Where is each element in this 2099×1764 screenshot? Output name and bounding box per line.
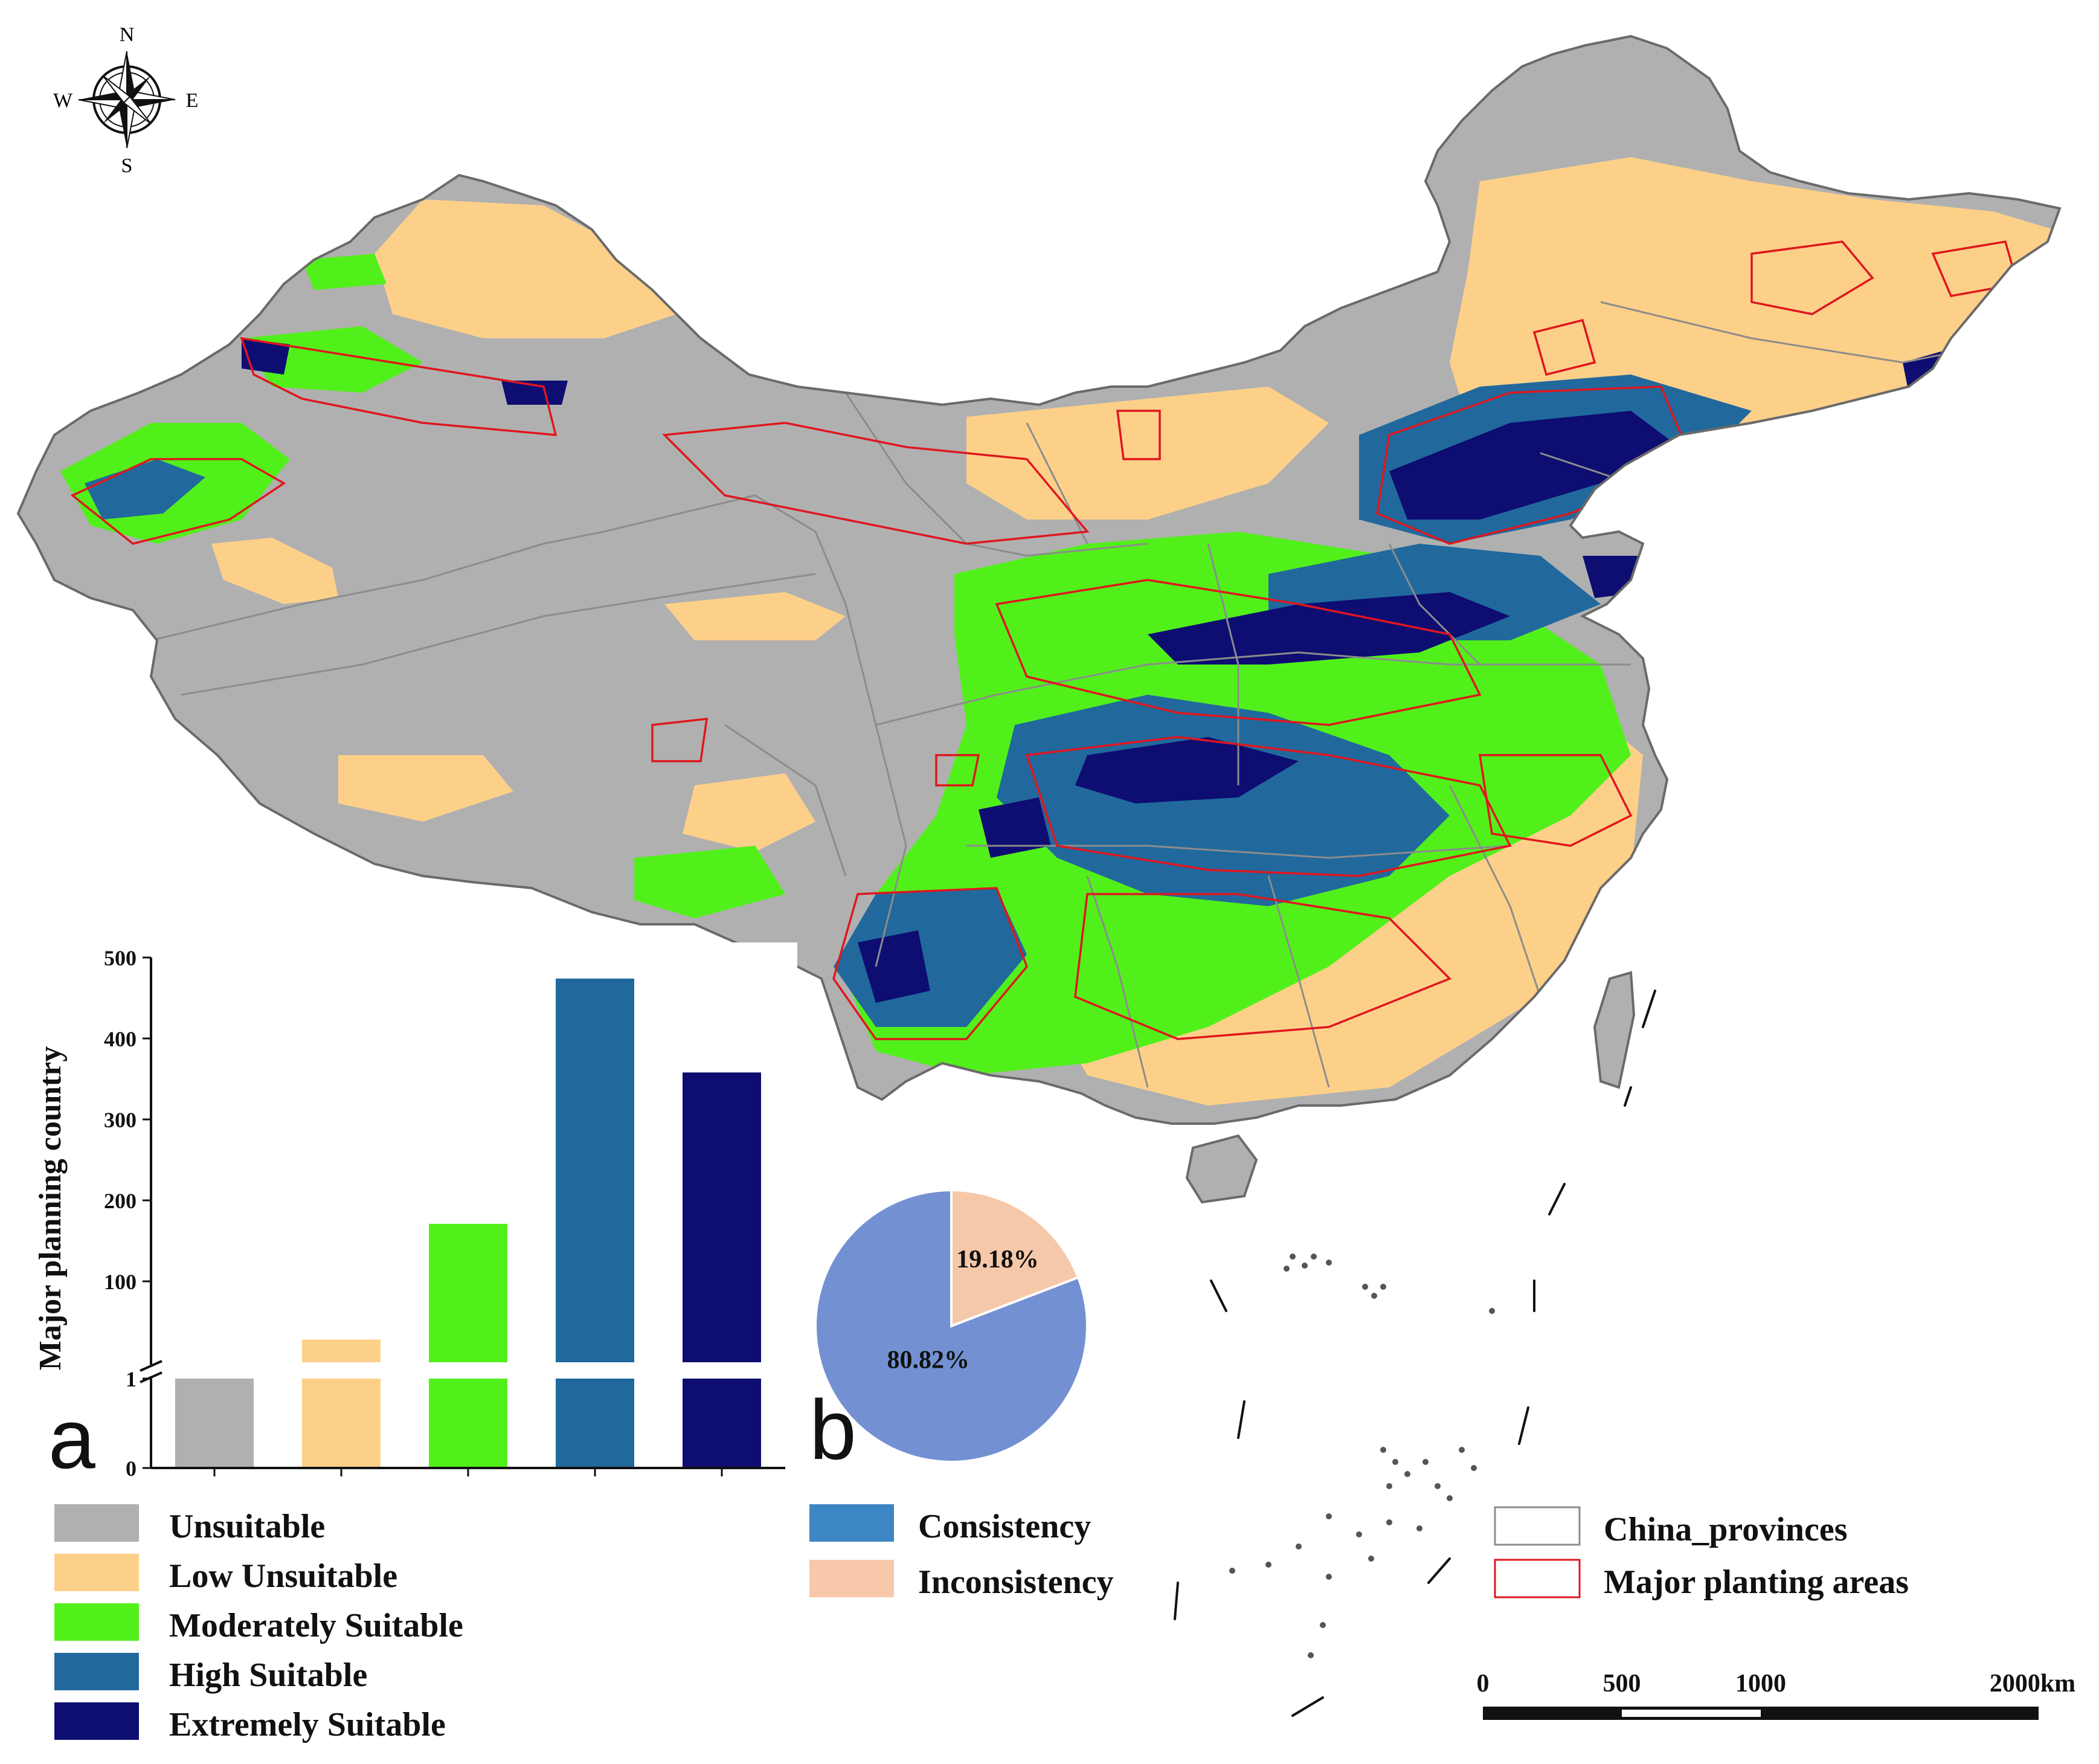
legend-label: Consistency — [918, 1508, 1091, 1545]
bar-lower-segment — [175, 1379, 254, 1468]
legend-label: Moderately Suitable — [169, 1607, 463, 1644]
bar-series — [175, 978, 761, 1468]
legend-label: Extremely Suitable — [169, 1706, 446, 1743]
scale-label-500: 500 — [1603, 1670, 1641, 1698]
compass-south: S — [121, 155, 133, 177]
bar-lower-segment — [556, 1379, 634, 1468]
consistency-legend: Consistency Inconsistency — [809, 1504, 1114, 1601]
legend-item-consistency: Consistency — [809, 1504, 1091, 1545]
legend-swatch — [54, 1603, 139, 1641]
bar-lower-segment — [302, 1379, 381, 1468]
pie-slice — [950, 1188, 1080, 1328]
bar-upper-segment — [302, 1339, 381, 1362]
legend-item-high-suitable: High Suitable — [54, 1653, 367, 1694]
legend-swatch — [54, 1702, 139, 1740]
y-tick-label: 400 — [104, 1027, 137, 1051]
compass-east: E — [186, 89, 199, 112]
bar-chart-axes: 0 1 100 200 300 400 500 — [104, 946, 785, 1481]
major-planting-areas — [70, 240, 2019, 1040]
legend-item-major-planting-areas: Major planting areas — [1494, 1559, 1909, 1601]
y-tick-label: 500 — [104, 946, 137, 970]
panel-b-letter: b — [809, 1382, 857, 1477]
legend-label: Unsuitable — [169, 1508, 325, 1545]
legend-item-low-unsuitable: Low Unsuitable — [54, 1554, 397, 1595]
y-tick-label: 300 — [104, 1108, 137, 1132]
compass-west: W — [53, 89, 73, 112]
legend-swatch — [54, 1653, 139, 1690]
legend-item-unsuitable: Unsuitable — [54, 1504, 325, 1545]
scale-bar-segment — [1622, 1710, 1761, 1717]
legend-item-china-provinces: China_provinces — [1494, 1506, 1847, 1548]
legend-swatch — [1494, 1559, 1581, 1598]
y-tick-label: 200 — [104, 1189, 137, 1213]
scale-label-2000km: 2000km — [1990, 1670, 2075, 1698]
bar-chart-panel: Major planning country 0 1 100 200 300 400 500… — [33, 942, 797, 1486]
boundary-legend: China_provinces Major planting areas — [1494, 1506, 1909, 1601]
legend-item-inconsistency: Inconsistency — [809, 1560, 1114, 1601]
scale-label-1000: 1000 — [1735, 1670, 1786, 1698]
legend-swatch — [54, 1554, 139, 1591]
pie-series: 19.18% 80.82% — [814, 1188, 1088, 1463]
extremely-suitable-zones — [242, 338, 1945, 1003]
y-tick-label: 0 — [126, 1457, 137, 1481]
legend-item-extremely-suitable: Extremely Suitable — [54, 1702, 446, 1743]
taiwan-island — [1593, 971, 1636, 1089]
compass-north: N — [120, 24, 135, 46]
bar-upper-segment — [429, 1223, 507, 1362]
axis-break-mark — [140, 1371, 162, 1383]
y-tick-label: 1 — [126, 1367, 137, 1391]
legend-label: China_provinces — [1604, 1511, 1847, 1548]
bar-chart-y-axis-label: Major planning country — [33, 1046, 68, 1370]
legend-swatch — [809, 1504, 894, 1542]
legend-label: High Suitable — [169, 1656, 367, 1694]
y-tick-label: 100 — [104, 1270, 137, 1294]
legend-swatch — [54, 1504, 139, 1542]
axis-break-mark — [140, 1360, 162, 1372]
bar-upper-segment — [556, 978, 634, 1362]
scale-bar: 0 500 1000 2000km — [1477, 1670, 2075, 1720]
legend-item-moderately-suitable: Moderately Suitable — [54, 1603, 463, 1644]
hainan-island — [1185, 1134, 1258, 1204]
legend-swatch — [809, 1560, 894, 1597]
legend-swatch — [1494, 1506, 1581, 1546]
panel-a-letter: a — [48, 1391, 95, 1486]
pie-value-label: 80.82% — [887, 1347, 969, 1374]
bar-lower-segment — [429, 1379, 507, 1468]
legend-label: Inconsistency — [918, 1563, 1114, 1601]
suitability-legend: Unsuitable Low Unsuitable Moderately Sui… — [54, 1504, 463, 1743]
legend-label: Low Unsuitable — [169, 1557, 397, 1595]
pie-value-label: 19.18% — [956, 1246, 1039, 1273]
south-china-sea-islands — [1229, 1254, 1495, 1658]
bar-lower-segment — [683, 1379, 761, 1468]
scale-label-0: 0 — [1477, 1670, 1490, 1698]
south-china-sea-boundary — [1174, 990, 1656, 1717]
pie-slice — [814, 1188, 1088, 1463]
legend-label: Major planting areas — [1604, 1563, 1909, 1601]
compass-rose-icon: N S E W — [53, 24, 198, 177]
bar-upper-segment — [683, 1072, 761, 1362]
china-suitability-map — [17, 35, 2061, 1717]
pie-chart-panel: 19.18% 80.82% b — [809, 1188, 1088, 1477]
